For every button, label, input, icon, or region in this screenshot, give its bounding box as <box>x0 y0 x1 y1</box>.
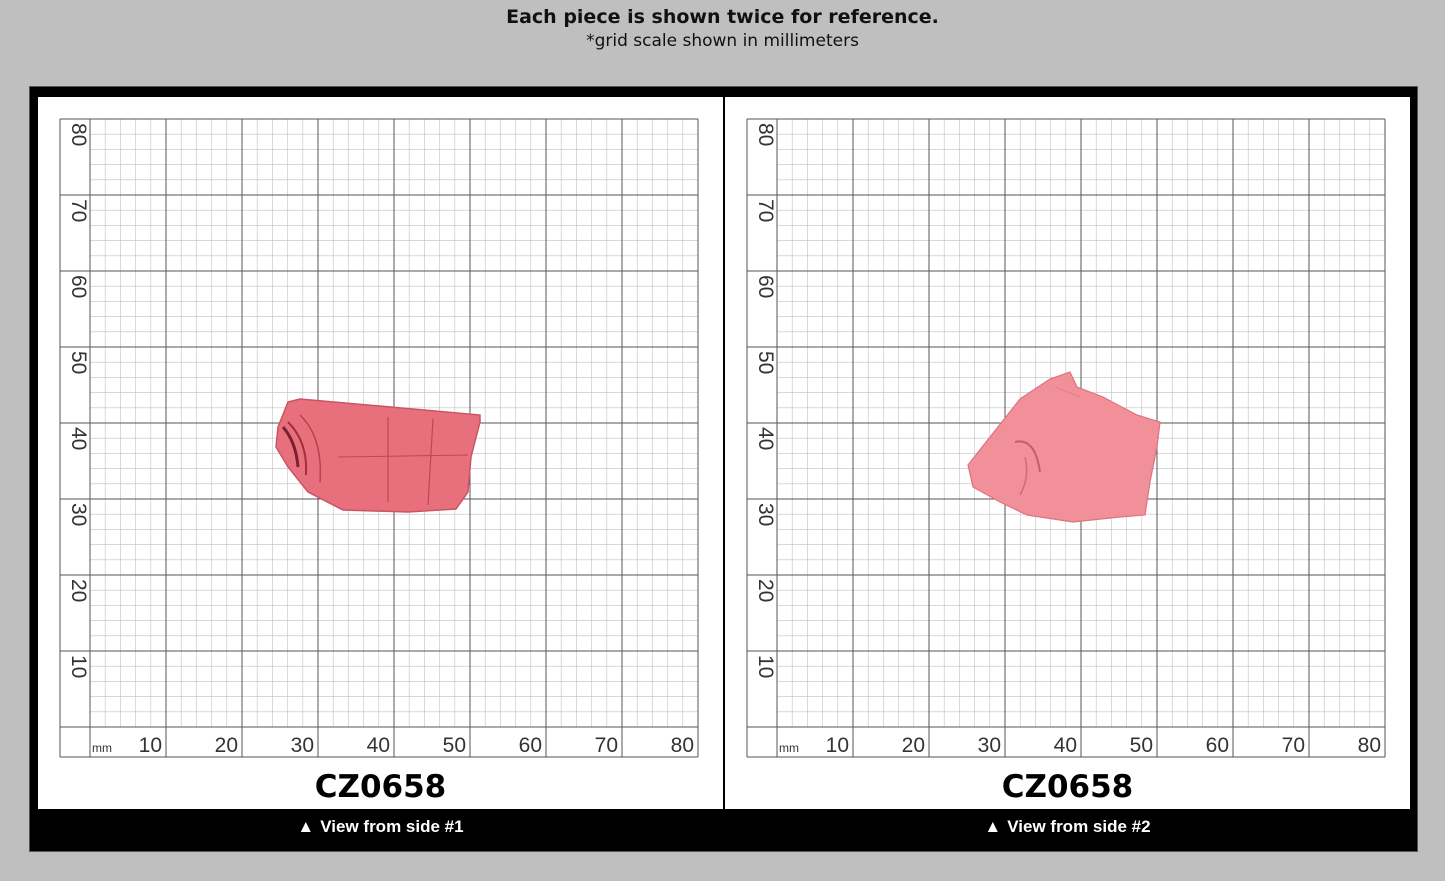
y-tick-label: 80 <box>67 123 90 146</box>
x-tick-label: 80 <box>1358 734 1381 757</box>
x-tick-label: 10 <box>139 734 162 757</box>
mm-grid-side-2: 10 20 30 40 50 60 70 80 mm 10 20 30 40 50 60 70 80 <box>746 118 1386 758</box>
y-tick-label: 60 <box>754 275 777 298</box>
stone-facet <box>337 454 469 458</box>
caption-side-1: ▲ View from side #1 <box>38 817 723 837</box>
up-triangle-icon: ▲ <box>984 817 1002 836</box>
photo-panel-side-2: 10 20 30 40 50 60 70 80 mm 10 20 30 40 50 60 70 80 CZ065… <box>725 97 1410 809</box>
y-tick-label: 30 <box>67 503 90 526</box>
y-tick-label: 20 <box>754 579 777 602</box>
y-tick-label: 50 <box>754 351 777 374</box>
stone-facet <box>287 421 308 476</box>
x-tick-label: 30 <box>978 734 1001 757</box>
x-tick-label: 40 <box>1054 734 1077 757</box>
x-tick-label: 10 <box>826 734 849 757</box>
x-tick-label: 60 <box>519 734 542 757</box>
y-tick-label: 70 <box>754 199 777 222</box>
y-tick-label: 10 <box>754 655 777 678</box>
stone-facet <box>1014 440 1041 473</box>
stone-code-label: CZ0658 <box>1001 769 1134 805</box>
x-tick-label: 70 <box>595 734 618 757</box>
y-tick-label: 10 <box>67 655 90 678</box>
y-tick-label: 30 <box>754 503 777 526</box>
x-tick-label: 60 <box>1206 734 1229 757</box>
y-tick-label: 70 <box>67 199 90 222</box>
stone-facet <box>1019 456 1028 496</box>
x-tick-label: 70 <box>1282 734 1305 757</box>
page-subtitle: *grid scale shown in millimeters <box>586 31 859 51</box>
page-title: Each piece is shown twice for reference. <box>506 6 939 28</box>
x-tick-label: 50 <box>1130 734 1153 757</box>
stone-photo-side-1 <box>275 398 481 513</box>
grid-unit-label: mm <box>779 741 799 755</box>
x-tick-label: 30 <box>291 734 314 757</box>
stone-photo-side-2 <box>967 371 1161 523</box>
caption-side-2: ▲ View from side #2 <box>725 817 1410 837</box>
mm-grid-side-1: 10 20 30 40 50 60 70 80 mm 10 20 30 40 50 60 70 80 <box>59 118 699 758</box>
y-tick-label: 20 <box>67 579 90 602</box>
grid-unit-label: mm <box>92 741 112 755</box>
y-tick-label: 80 <box>754 123 777 146</box>
stone-code-label: CZ0658 <box>314 769 447 805</box>
caption-text: View from side #1 <box>320 817 464 836</box>
stone-facet <box>1054 386 1081 398</box>
y-tick-label: 60 <box>67 275 90 298</box>
y-tick-label: 50 <box>67 351 90 374</box>
stone-facet <box>427 418 434 506</box>
stone-facet <box>299 414 322 483</box>
y-tick-label: 40 <box>67 427 90 450</box>
stone-shape <box>967 371 1161 523</box>
photo-panel-side-1: 10 20 30 40 50 60 70 80 mm 10 20 30 40 50 60 70 80 CZ065… <box>38 97 723 809</box>
x-tick-label: 80 <box>671 734 694 757</box>
stone-facet <box>281 426 300 468</box>
image-frame: 10 20 30 40 50 60 70 80 mm 10 20 30 40 50 60 70 80 CZ065… <box>29 86 1418 852</box>
x-tick-label: 50 <box>443 734 466 757</box>
x-tick-label: 20 <box>902 734 925 757</box>
x-tick-label: 40 <box>367 734 390 757</box>
caption-text: View from side #2 <box>1007 817 1151 836</box>
up-triangle-icon: ▲ <box>297 817 315 836</box>
y-tick-label: 40 <box>754 427 777 450</box>
x-tick-label: 20 <box>215 734 238 757</box>
